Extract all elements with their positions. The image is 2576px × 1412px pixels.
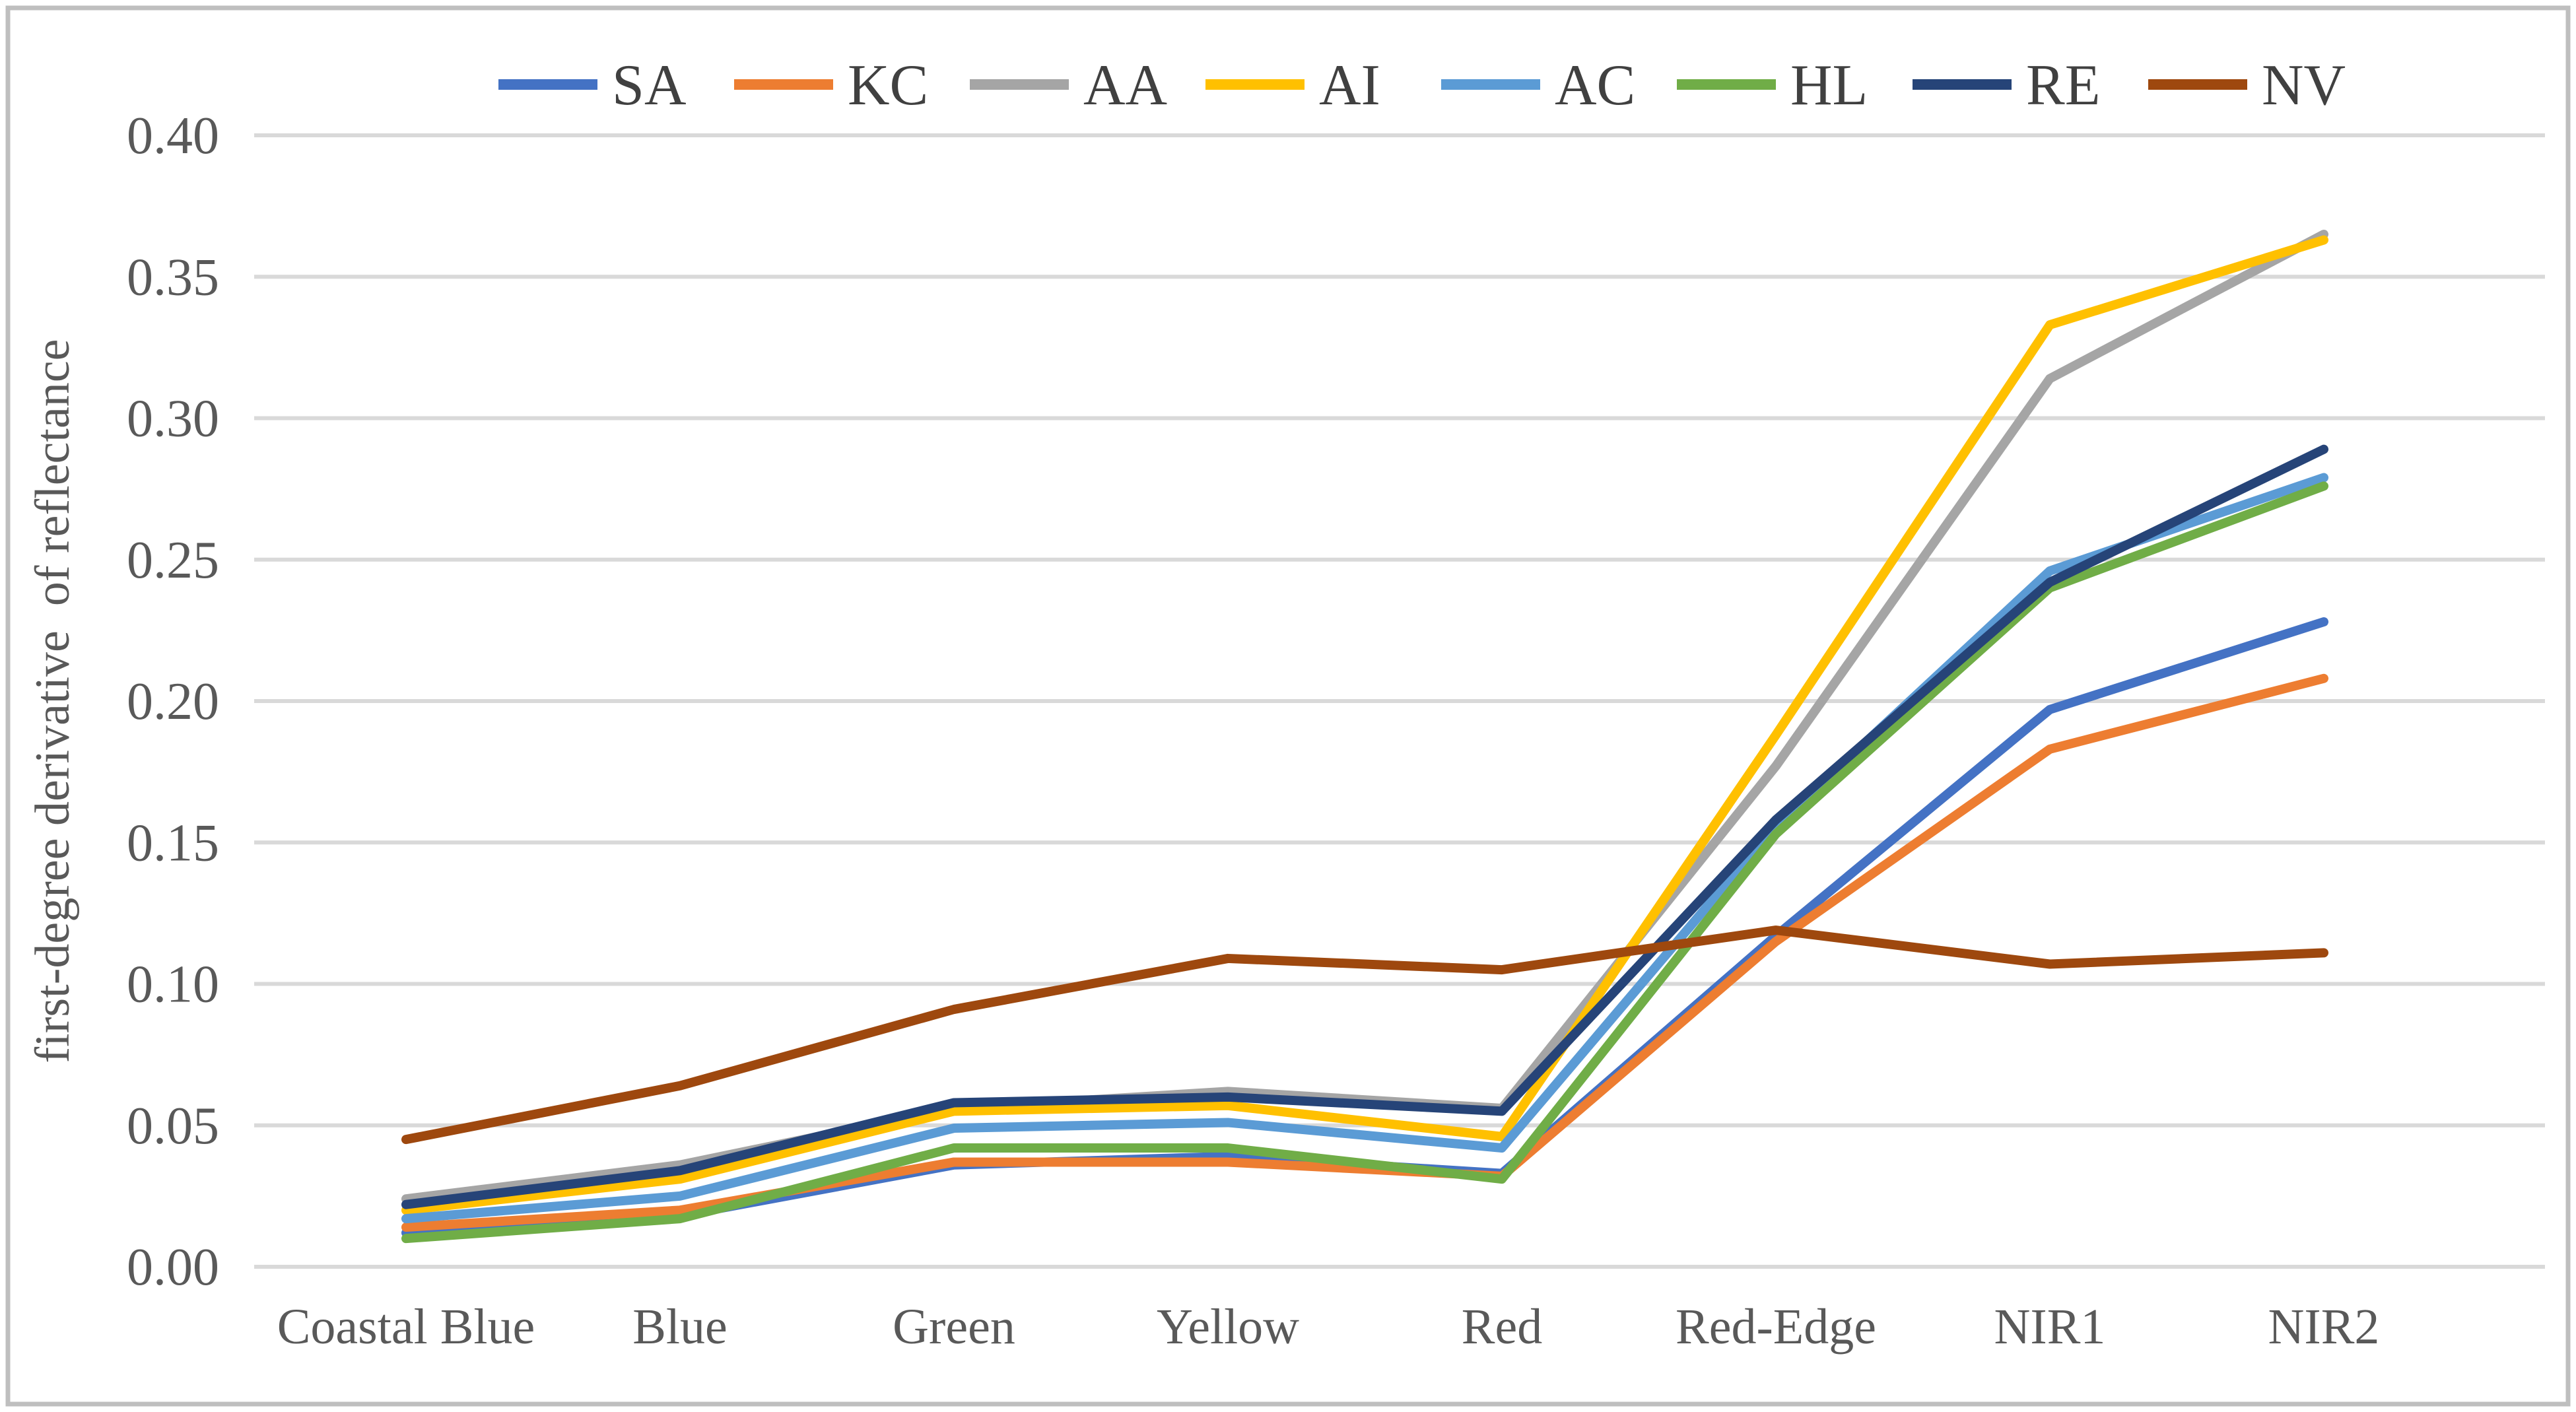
legend-label-SA: SA <box>612 53 687 118</box>
series-line-RE <box>401 444 2328 1209</box>
y-tick-label-0.35: 0.35 <box>127 248 219 306</box>
y-tick-label-0.10: 0.10 <box>127 956 219 1014</box>
legend-item-AC: AC <box>1441 53 1635 118</box>
legend-label-AA: AA <box>1083 53 1167 118</box>
legend-label-HL: HL <box>1790 53 1868 118</box>
chart-border <box>5 5 2571 1407</box>
legend-item-AA: AA <box>970 53 1167 118</box>
x-label-green: Green <box>893 1299 1015 1355</box>
series-line-AI <box>401 235 2328 1215</box>
x-axis-category-labels: Coastal Blue Blue Green Yellow Red Red-Edge NI… <box>277 1299 2380 1355</box>
series-line-NV <box>401 925 2328 1145</box>
data-series-lines <box>401 229 2328 1244</box>
y-axis-tick-labels: 0.00 0.05 0.10 0.15 0.20 0.25 0.30 0.35 0.40 <box>127 107 219 1296</box>
x-label-blue: Blue <box>632 1299 728 1355</box>
series-line-HL <box>401 481 2328 1244</box>
legend-item-NV: NV <box>2148 53 2346 118</box>
legend-item-AI: AI <box>1205 53 1380 118</box>
legend-label-AI: AI <box>1319 53 1380 118</box>
legend: SA KC AA AI AC HL RE NV <box>498 53 2346 118</box>
legend-item-RE: RE <box>1913 53 2100 118</box>
y-tick-label-0.15: 0.15 <box>127 814 219 872</box>
x-label-coastal-blue: Coastal Blue <box>277 1299 535 1355</box>
y-axis-title: first-degree derivative of reflectance <box>26 339 80 1063</box>
y-tick-label-0.20: 0.20 <box>127 673 219 731</box>
y-tick-label-0.05: 0.05 <box>127 1097 219 1155</box>
gridlines <box>254 133 2545 1269</box>
y-tick-label-0.30: 0.30 <box>127 390 219 448</box>
legend-item-HL: HL <box>1677 53 1868 118</box>
y-tick-label-0.40: 0.40 <box>127 107 219 165</box>
x-label-red-edge: Red-Edge <box>1676 1299 1876 1355</box>
x-label-yellow: Yellow <box>1157 1299 1299 1355</box>
x-label-red: Red <box>1462 1299 1542 1355</box>
legend-item-KC: KC <box>734 53 928 118</box>
legend-label-AC: AC <box>1555 53 1635 118</box>
x-label-nir2: NIR2 <box>2268 1299 2380 1355</box>
legend-label-RE: RE <box>2026 53 2100 118</box>
y-tick-label-0.00: 0.00 <box>127 1238 219 1296</box>
series-line-AC <box>401 473 2328 1224</box>
legend-label-NV: NV <box>2262 53 2346 118</box>
y-tick-label-0.25: 0.25 <box>127 531 219 589</box>
legend-label-KC: KC <box>848 53 928 118</box>
x-label-nir1: NIR1 <box>1994 1299 2106 1355</box>
legend-item-SA: SA <box>498 53 687 118</box>
